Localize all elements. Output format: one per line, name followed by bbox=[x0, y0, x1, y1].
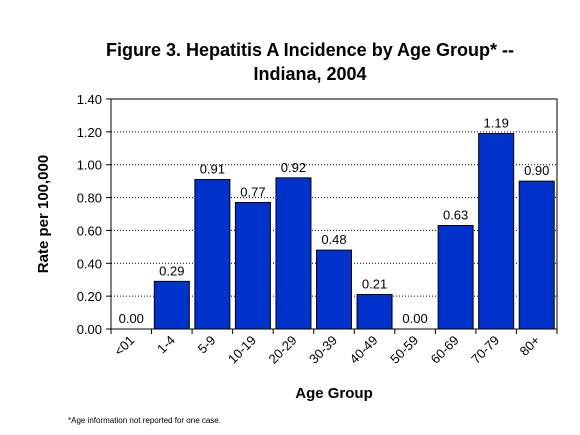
chart-title-line-2: Indiana, 2004 bbox=[253, 64, 367, 84]
y-tick-label: 1.20 bbox=[77, 125, 102, 140]
data-label: 0.29 bbox=[159, 263, 184, 278]
chart-title: Figure 3. Hepatitis A Incidence by Age G… bbox=[40, 38, 580, 86]
data-label: 0.63 bbox=[443, 208, 468, 223]
data-label: 0.00 bbox=[119, 311, 144, 326]
bar bbox=[275, 177, 312, 330]
y-tick-label: 0.00 bbox=[77, 322, 102, 337]
data-label: 0.00 bbox=[402, 311, 427, 326]
bar bbox=[356, 294, 393, 330]
bar bbox=[437, 225, 474, 330]
x-tick-label: 60-69 bbox=[428, 333, 462, 367]
data-label: 0.91 bbox=[200, 162, 225, 177]
x-tick-label: 70-79 bbox=[468, 333, 502, 367]
data-label: 0.21 bbox=[362, 277, 387, 292]
data-label: 0.48 bbox=[321, 232, 346, 247]
bar bbox=[518, 180, 555, 330]
x-tick-label: 40-49 bbox=[347, 333, 381, 367]
data-labels: 0.00 0.29 0.91 0.77 0.92 0.48 0.21 0.00 0.63 1.19… bbox=[119, 116, 550, 327]
y-tick-label: 0.80 bbox=[77, 191, 102, 206]
plot-area-frame bbox=[110, 98, 558, 330]
x-tick-label: 1-4 bbox=[154, 333, 178, 357]
x-tick-label: <01 bbox=[111, 333, 137, 359]
y-tick-label: 1.00 bbox=[77, 158, 102, 173]
x-tick-label: 30-39 bbox=[306, 333, 340, 367]
x-axis-title: Age Group bbox=[295, 385, 373, 402]
x-axis-ticks: <01 1-4 5-9 10-19 20-29 30-39 40-49 50-59 60-69 7… bbox=[110, 329, 558, 367]
y-tick-label: 0.60 bbox=[77, 223, 102, 238]
bar bbox=[194, 179, 231, 330]
y-tick-label: 1.40 bbox=[77, 92, 102, 107]
footnote: *Age information not reported for one ca… bbox=[68, 416, 221, 425]
data-label: 0.77 bbox=[240, 185, 265, 200]
data-label: 0.90 bbox=[524, 163, 549, 178]
y-axis-ticks: 0.00 0.20 0.40 0.60 0.80 1.00 1.20 1.40 bbox=[77, 92, 111, 337]
bar bbox=[153, 280, 190, 330]
y-axis-title: Rate per 100,000 bbox=[35, 155, 52, 273]
bar bbox=[316, 249, 352, 330]
data-label: 0.92 bbox=[281, 160, 306, 175]
bar bbox=[478, 133, 515, 330]
y-tick-label: 0.20 bbox=[77, 289, 102, 304]
x-tick-label: 20-29 bbox=[265, 333, 299, 367]
x-tick-label: 80+ bbox=[517, 333, 543, 359]
x-tick-label: 5-9 bbox=[195, 333, 219, 357]
bar bbox=[234, 202, 271, 330]
bars bbox=[153, 133, 555, 330]
data-label: 1.19 bbox=[484, 116, 509, 131]
x-tick-label: 10-19 bbox=[225, 333, 259, 367]
chart-title-line-1: Figure 3. Hepatitis A Incidence by Age G… bbox=[105, 40, 515, 60]
y-tick-label: 0.40 bbox=[77, 256, 102, 271]
x-tick-label: 50-59 bbox=[387, 333, 421, 367]
